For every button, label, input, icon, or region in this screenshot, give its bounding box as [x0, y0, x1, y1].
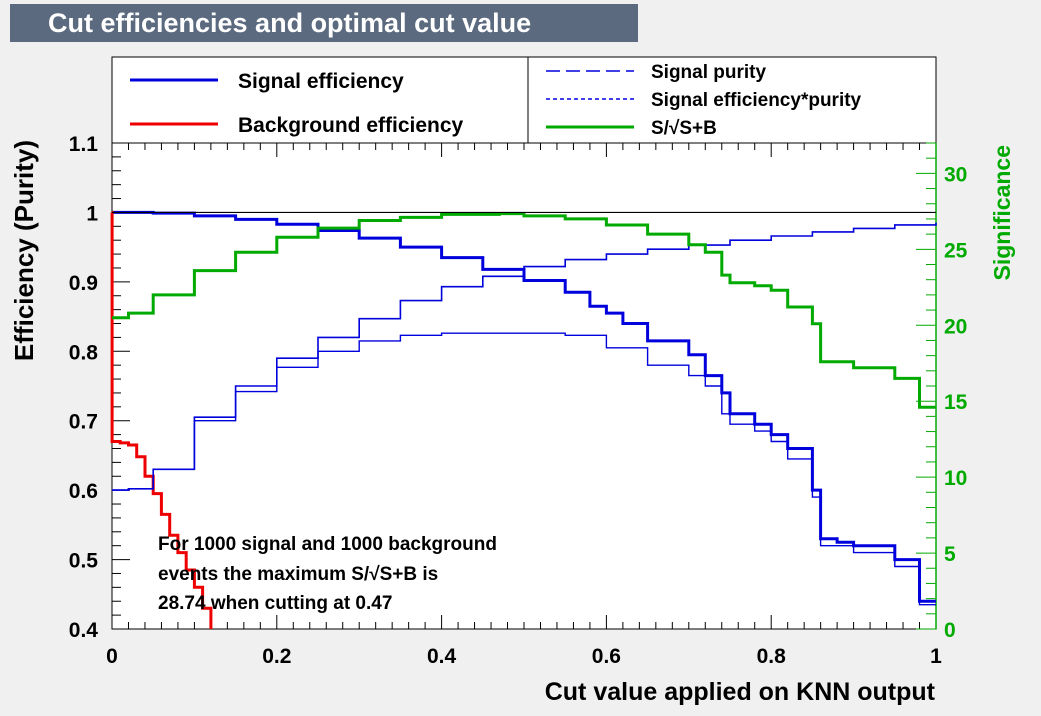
legend-label-right-2: S/√S+B: [651, 118, 717, 139]
annotation-line-2: events the maximum S/√S+B is: [158, 564, 438, 585]
legend-label-right-1: Signal efficiency*purity: [651, 90, 862, 111]
x-tick-label: 0.6: [592, 645, 621, 668]
x-tick-label: 0.8: [757, 645, 787, 668]
legend-label-left-1: Background efficiency: [238, 114, 464, 137]
y-tick-label: 0.8: [69, 341, 99, 364]
x-tick-label: 0.2: [262, 645, 291, 668]
y-tick-label: 0.6: [69, 480, 98, 503]
chart-title: Cut efficiencies and optimal cut value: [10, 4, 638, 42]
y2-tick-label: 5: [944, 543, 956, 566]
x-tick-label: 1: [930, 645, 942, 668]
annotation-line-1: For 1000 signal and 1000 background: [158, 534, 497, 555]
y2-tick-label: 10: [944, 467, 967, 490]
x-tick-label: 0: [106, 645, 118, 668]
y-tick-label: 0.5: [69, 550, 99, 573]
annotation-line-3: 28.74 when cutting at 0.47: [158, 593, 392, 614]
y-tick-label: 0.4: [69, 619, 99, 642]
y-tick-label: 1.1: [69, 133, 99, 156]
x-tick-label: 0.4: [427, 645, 457, 668]
y-tick-label: 1: [86, 202, 98, 225]
series-line-4: [112, 212, 936, 409]
y2-axis-title: Significance: [989, 145, 1015, 280]
y-tick-label: 0.7: [69, 411, 98, 434]
y2-tick-label: 15: [944, 391, 968, 414]
y2-tick-label: 25: [944, 239, 968, 262]
x-axis-title: Cut value applied on KNN output: [545, 678, 936, 706]
series-line-1: [110, 210, 213, 629]
y-tick-label: 0.9: [69, 272, 98, 295]
legend-box-right: [527, 56, 937, 144]
y2-tick-label: 30: [944, 163, 967, 186]
y2-tick-label: 0: [944, 619, 956, 642]
legend-label-right-0: Signal purity: [651, 62, 767, 83]
legend-label-left-0: Signal efficiency: [238, 70, 404, 93]
y2-tick-label: 20: [944, 315, 967, 338]
series-line-3: [112, 332, 936, 606]
y-axis-title: Efficiency (Purity): [9, 140, 39, 361]
